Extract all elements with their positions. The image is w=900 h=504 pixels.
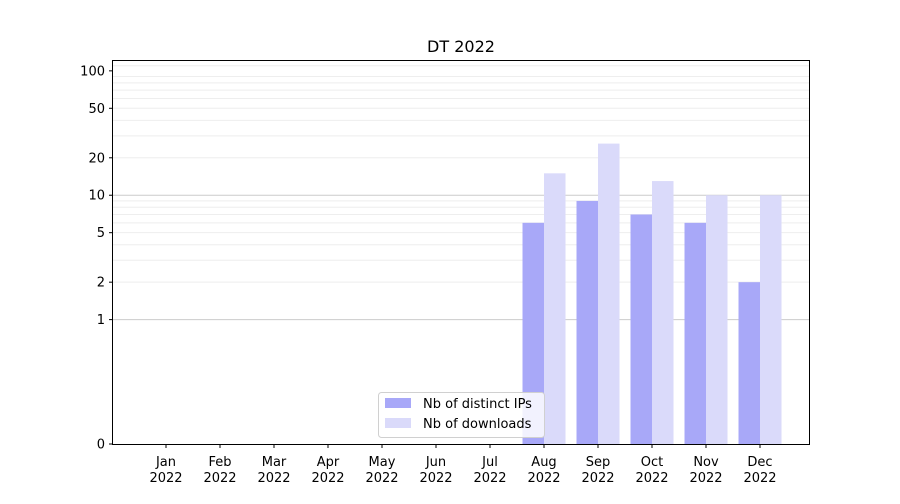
grid-lines — [113, 65, 809, 321]
x-tick-label-month: Jun — [425, 455, 446, 470]
legend-swatch — [385, 418, 411, 428]
x-tick-label-month: Nov — [693, 455, 719, 470]
x-tick-label-month: Jul — [481, 455, 498, 470]
bar-distinct-ips — [738, 282, 760, 444]
bar-downloads — [652, 181, 674, 444]
x-tick-label-year: 2022 — [365, 471, 398, 486]
y-tick-label: 0 — [97, 438, 105, 453]
chart-title: DT 2022 — [427, 37, 495, 56]
x-tick-label-year: 2022 — [743, 471, 776, 486]
bar-downloads — [598, 143, 620, 444]
x-tick-label-month: Feb — [208, 455, 231, 470]
x-tick-label-year: 2022 — [311, 471, 344, 486]
x-tick-label-year: 2022 — [473, 471, 506, 486]
bar-distinct-ips — [630, 214, 652, 444]
x-tick-label-year: 2022 — [581, 471, 614, 486]
y-tick-label: 5 — [97, 226, 105, 241]
legend-label: Nb of downloads — [423, 417, 532, 432]
plot-frame — [112, 60, 810, 445]
x-tick-label-month: Oct — [641, 455, 663, 470]
x-tick-label-month: Sep — [586, 455, 611, 470]
x-tick-label-month: May — [369, 455, 396, 470]
x-tick-label-year: 2022 — [689, 471, 722, 486]
y-tick-label: 10 — [88, 189, 105, 204]
bar-distinct-ips — [576, 200, 598, 444]
x-tick-label-year: 2022 — [527, 471, 560, 486]
bar-distinct-ips — [684, 222, 706, 444]
x-tick-label-year: 2022 — [149, 471, 182, 486]
x-tick-label-month: Dec — [747, 455, 772, 470]
x-axis: Jan2022Feb2022Mar2022Apr2022May2022Jun20… — [149, 444, 777, 486]
bar-downloads — [760, 195, 782, 444]
bars — [522, 143, 782, 444]
y-tick-label: 100 — [80, 64, 105, 79]
y-tick-label: 2 — [97, 276, 105, 291]
y-tick-label: 1 — [97, 313, 105, 328]
x-tick-label-month: Aug — [531, 455, 556, 470]
y-tick-label: 20 — [88, 151, 105, 166]
bar-downloads — [544, 173, 566, 444]
bar-distinct-ips — [522, 222, 544, 444]
x-tick-label-year: 2022 — [635, 471, 668, 486]
x-tick-label-month: Apr — [317, 455, 340, 470]
legend: Nb of distinct IPs Nb of downloads — [378, 392, 545, 438]
legend-label: Nb of distinct IPs — [423, 397, 532, 412]
legend-swatch — [385, 398, 411, 408]
x-tick-label-year: 2022 — [257, 471, 290, 486]
bar-downloads — [706, 195, 728, 444]
x-tick-label-month: Mar — [262, 455, 287, 470]
x-tick-label-year: 2022 — [419, 471, 452, 486]
y-axis: 0 1 2 5 10 20 50 100 — [80, 64, 113, 453]
x-tick-label-year: 2022 — [203, 471, 236, 486]
x-tick-label-month: Jan — [155, 455, 176, 470]
legend-box — [378, 392, 545, 438]
y-tick-label: 50 — [88, 102, 105, 117]
